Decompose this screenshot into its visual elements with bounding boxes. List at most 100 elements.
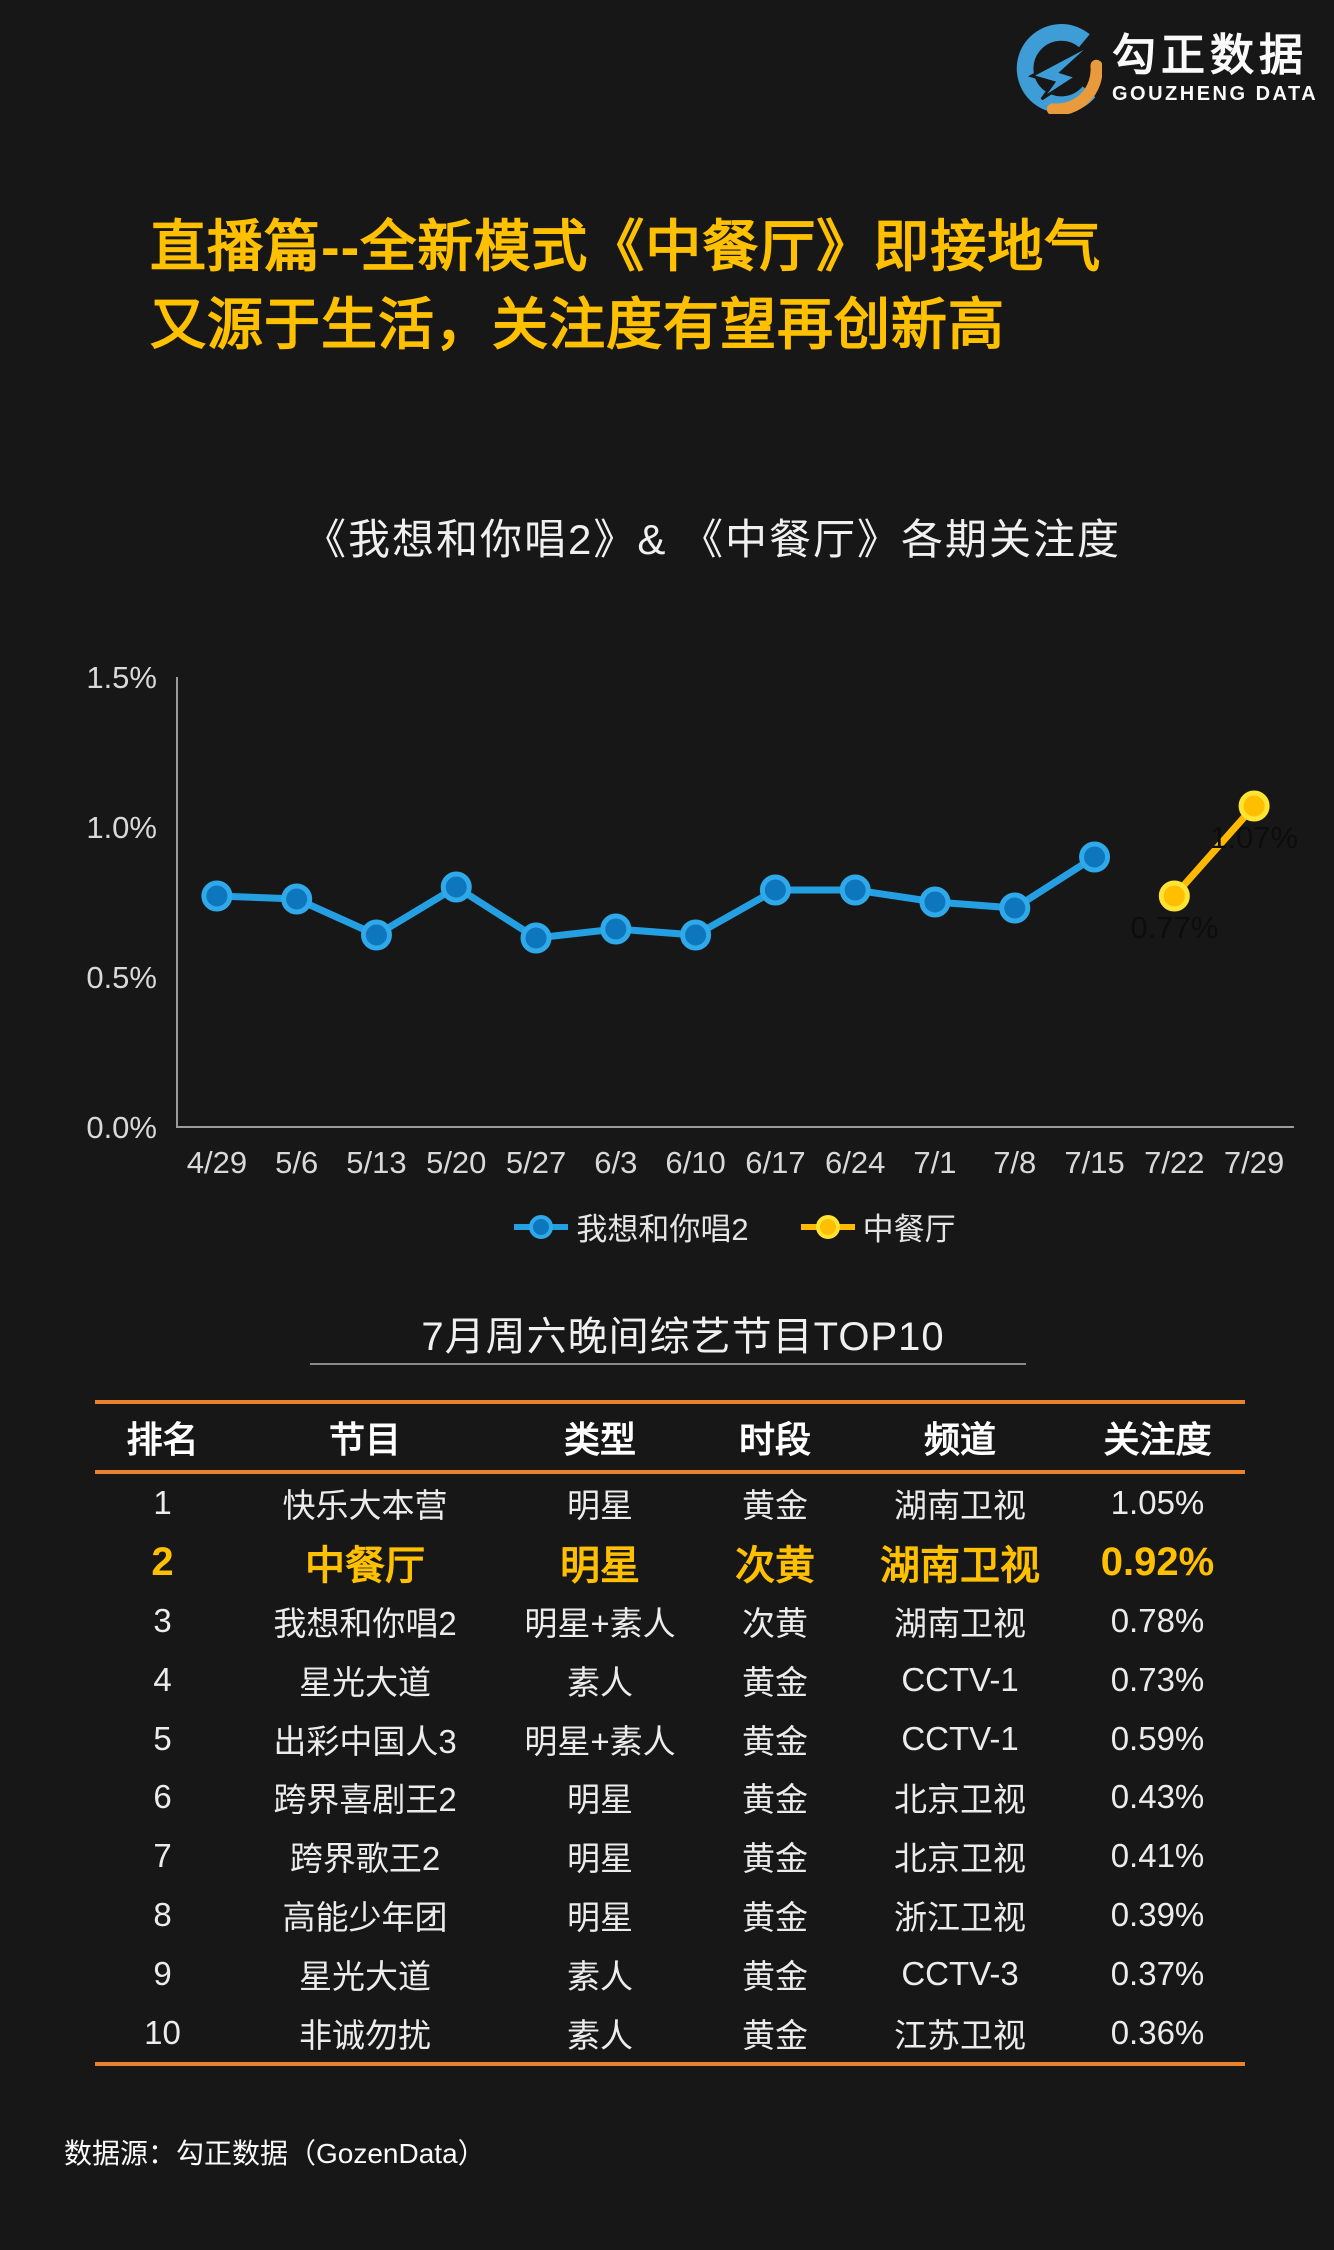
x-tick-label: 5/27 [506, 1145, 566, 1180]
table-header-cell: 关注度 [1103, 1419, 1212, 1460]
data-source-note: 数据源：勾正数据（GozenData） [64, 2138, 486, 2169]
table-cell: 北京卫视 [894, 1840, 1026, 1878]
table-cell: 2 [151, 1539, 174, 1584]
table-cell: 中餐厅 [305, 1544, 425, 1589]
table-cell: 9 [153, 1954, 172, 1992]
legend-marker-yellow [800, 1214, 855, 1239]
table-cell: 0.36% [1110, 2013, 1205, 2051]
page-title-line1: 直播篇--全新模式《中餐厅》即接地气 [150, 215, 1102, 278]
table-cell: 黄金 [742, 1781, 808, 1819]
table-cell: 0.78% [1110, 1601, 1205, 1639]
table-cell: 黄金 [742, 1957, 808, 1995]
table-cell: 高能少年团 [282, 1898, 448, 1936]
table-cell: 跨界喜剧王2 [273, 1781, 457, 1819]
table-cell: 4 [153, 1660, 172, 1698]
table-cell: 素人 [567, 2016, 633, 2054]
table-cell: 出彩中国人3 [273, 1722, 457, 1760]
x-tick-label: 5/13 [346, 1145, 406, 1180]
x-tick-label: 6/3 [594, 1145, 637, 1180]
table-row: 10 非诚勿扰 素人 黄金 江苏卫视 0.36% [95, 2003, 1245, 2062]
table-cell: 浙江卫视 [894, 1898, 1026, 1936]
x-tick-label: 7/22 [1144, 1145, 1204, 1180]
table-cell: 黄金 [742, 1840, 808, 1878]
table-cell: 明星+素人 [524, 1722, 676, 1760]
table-cell: 0.59% [1110, 1719, 1205, 1757]
legend-item-zct: 中餐厅 [800, 1204, 956, 1249]
table-cell: 北京卫视 [894, 1781, 1026, 1819]
data-point-label: 1.07% [1210, 820, 1298, 855]
table-row: 7 跨界歌王2 明星 黄金 北京卫视 0.41% [95, 1827, 1245, 1886]
table-cell: 3 [153, 1601, 172, 1639]
table-row: 8 高能少年团 明星 黄金 浙江卫视 0.39% [95, 1886, 1245, 1945]
table-cell: 明星+素人 [524, 1604, 676, 1642]
table-cell: 黄金 [742, 1898, 808, 1936]
table-header-cell: 时段 [738, 1419, 811, 1460]
table-cell: 湖南卫视 [894, 1487, 1026, 1525]
legend-item-wxhnc2: 我想和你唱2 [514, 1204, 749, 1249]
table-header-cell: 节目 [328, 1419, 401, 1460]
y-tick-label: 0.0% [86, 1110, 157, 1145]
table-row: 1 快乐大本营 明星 黄金 湖南卫视 1.05% [95, 1474, 1245, 1533]
x-tick-label: 7/29 [1224, 1145, 1284, 1180]
data-point [281, 883, 313, 915]
x-tick-label: 7/15 [1064, 1145, 1124, 1180]
data-point [201, 880, 233, 912]
table-row-highlight: 2 中餐厅 明星 次黄 湖南卫视 0.92% [95, 1533, 1245, 1592]
table-cell: 5 [153, 1719, 172, 1757]
table-cell: 湖南卫视 [894, 1604, 1026, 1642]
data-point [999, 892, 1031, 924]
page-title: 直播篇--全新模式《中餐厅》即接地气 又源于生活，关注度有望再创新高 [150, 208, 1270, 364]
y-tick-label: 1.0% [86, 810, 157, 845]
table-body: 1 快乐大本营 明星 黄金 湖南卫视 1.05% 2 中餐厅 明星 次黄 湖南卫视 0.92% 3 我想和… [95, 1474, 1245, 2066]
table-header-cell: 频道 [923, 1419, 996, 1460]
logo-name-en: GOUZHENG DATA [1112, 83, 1319, 105]
table-cell: 明星 [560, 1544, 640, 1589]
table-cell: 1.05% [1110, 1484, 1205, 1522]
table-cell: 非诚勿扰 [299, 2016, 431, 2054]
table-row: 5 出彩中国人3 明星+素人 黄金 CCTV-1 0.59% [95, 1709, 1245, 1768]
logo-name-cn: 勾正数据 [1112, 31, 1308, 80]
table-cell: 星光大道 [299, 1957, 431, 1995]
table-cell: 江苏卫视 [894, 2016, 1026, 2054]
table-cell: 0.39% [1110, 1895, 1205, 1933]
top10-table: 排名 节目 类型 时段 频道 关注度 1 快乐大本营 明星 黄金 湖南卫视 1.05% 2 中餐厅 明星次… [95, 1400, 1245, 2066]
table-cell: 素人 [567, 1663, 633, 1701]
table-cell: 7 [153, 1837, 172, 1875]
x-tick-label: 6/10 [665, 1145, 725, 1180]
table-row: 9 星光大道 素人 黄金 CCTV-3 0.37% [95, 1944, 1245, 2003]
table-cell: 星光大道 [299, 1663, 431, 1701]
table-cell: 黄金 [742, 1663, 808, 1701]
series-line-0 [216, 854, 1097, 942]
table-row: 6 跨界喜剧王2 明星 黄金 北京卫视 0.43% [95, 1768, 1245, 1827]
table-cell: 湖南卫视 [880, 1544, 1040, 1589]
table-cell: 次黄 [742, 1604, 808, 1642]
data-point [759, 874, 791, 906]
table-cell: 明星 [567, 1898, 633, 1936]
y-tick-label: 1.5% [86, 660, 157, 695]
data-point [1079, 841, 1111, 873]
data-point [520, 922, 552, 954]
table-cell: 0.37% [1110, 1954, 1205, 1992]
table-cell: 次黄 [735, 1544, 815, 1589]
gouzheng-logo: 勾正数据 GOUZHENG DATA [1000, 24, 1318, 114]
data-point [600, 913, 632, 945]
table-cell: 0.41% [1110, 1837, 1205, 1875]
table-cell: 素人 [567, 1957, 633, 1995]
x-tick-label: 6/17 [745, 1145, 805, 1180]
page-title-line2: 又源于生活，关注度有望再创新高 [150, 293, 1005, 356]
x-tick-label: 5/6 [275, 1145, 318, 1180]
table-cell: CCTV-1 [901, 1719, 1019, 1757]
table-cell: 10 [144, 2013, 181, 2051]
table-cell: 6 [153, 1778, 172, 1816]
x-tick-label: 7/1 [913, 1145, 956, 1180]
legend-label: 中餐厅 [862, 1212, 956, 1247]
chart-title: 《我想和你唱2》& 《中餐厅》各期关注度 [303, 516, 1122, 563]
table-cell: 明星 [567, 1840, 633, 1878]
data-point [919, 886, 951, 918]
table-cell: 8 [153, 1895, 172, 1933]
table-cell: 0.92% [1100, 1539, 1215, 1584]
data-point [839, 874, 871, 906]
table-cell: 明星 [567, 1487, 633, 1525]
x-tick-label: 7/8 [993, 1145, 1036, 1180]
